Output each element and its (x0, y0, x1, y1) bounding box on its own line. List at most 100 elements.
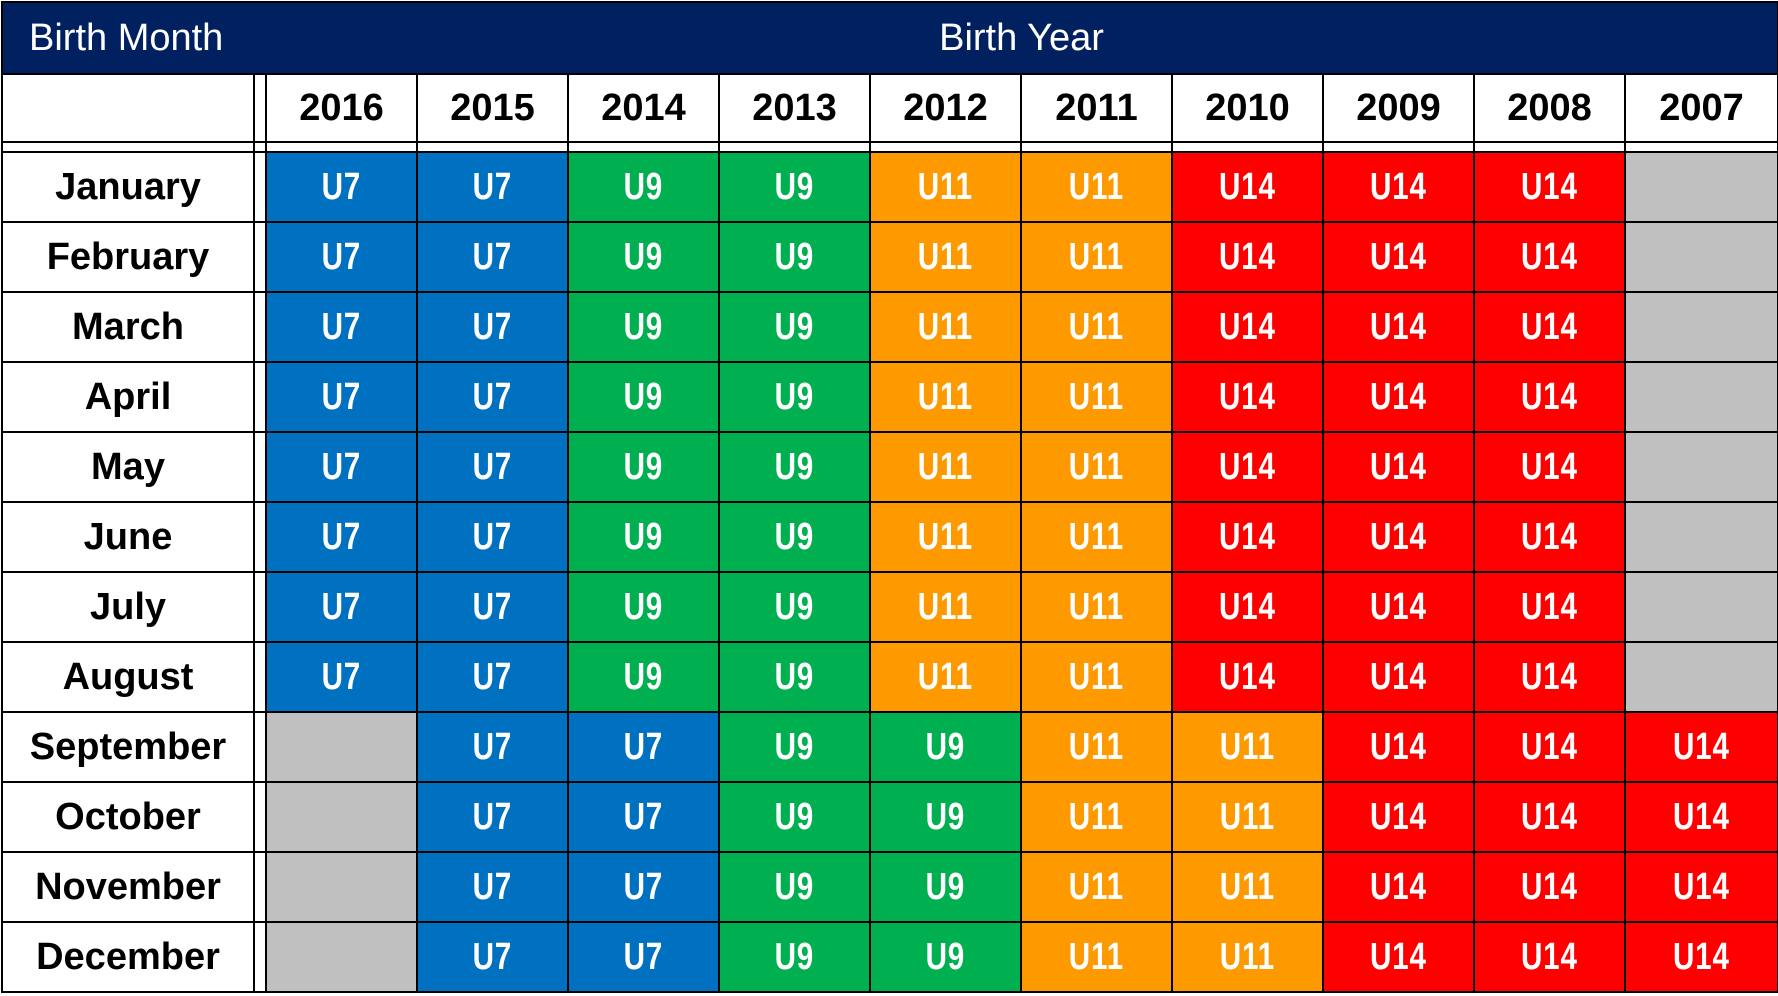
age-group-label: U14 (1673, 795, 1730, 838)
separator-cell (416, 141, 569, 153)
age-group-cell: U7 (265, 501, 418, 573)
age-group-cell: U9 (869, 711, 1022, 783)
age-group-cell: U7 (416, 571, 569, 643)
separator-cell (869, 141, 1022, 153)
month-row-april: April U7 U7 U9 U9 U11 U11 U14 U14 U14 (1, 361, 1778, 433)
month-label: April (1, 361, 255, 433)
year-header-2007: 2007 (1623, 73, 1778, 143)
year-header-row: 2016 2015 2014 2013 2012 2011 2010 2009 2008 2007 (1, 73, 1778, 143)
separator-cell (1, 141, 255, 153)
age-group-label: U7 (472, 235, 513, 278)
age-group-cell: U11 (1020, 921, 1173, 993)
year-header-2010: 2010 (1171, 73, 1324, 143)
ineligible-cell (1623, 571, 1778, 643)
column-gap (253, 501, 267, 573)
month-row-january: January U7 U7 U9 U9 U11 U11 U14 U14 U14 (1, 151, 1778, 223)
separator-cell (1322, 141, 1475, 153)
age-group-label: U14 (1521, 795, 1578, 838)
birth-month-title: Birth Month (1, 1, 266, 75)
age-group-label: U7 (623, 935, 664, 978)
age-group-cell: U14 (1322, 501, 1475, 573)
age-group-label: U11 (917, 655, 974, 698)
age-group-label: U14 (1673, 865, 1730, 908)
age-group-cell: U14 (1473, 501, 1626, 573)
age-group-label: U14 (1219, 165, 1276, 208)
age-group-label: U7 (472, 725, 513, 768)
age-group-label: U7 (472, 165, 513, 208)
age-group-label: U11 (917, 165, 974, 208)
age-group-cell: U9 (718, 571, 871, 643)
age-group-cell: U9 (567, 151, 720, 223)
age-group-label: U7 (472, 795, 513, 838)
age-group-label: U14 (1521, 655, 1578, 698)
age-group-cell: U7 (265, 151, 418, 223)
age-group-cell: U14 (1322, 711, 1475, 783)
year-header-2012: 2012 (869, 73, 1022, 143)
age-group-label: U14 (1370, 655, 1427, 698)
age-group-cell: U14 (1171, 221, 1324, 293)
age-group-label: U14 (1521, 865, 1578, 908)
ineligible-cell (1623, 361, 1778, 433)
ineligible-cell (1623, 501, 1778, 573)
age-group-label: U9 (774, 655, 815, 698)
column-gap (253, 851, 267, 923)
age-group-cell: U7 (265, 221, 418, 293)
age-group-label: U14 (1370, 165, 1427, 208)
age-group-cell: U7 (567, 921, 720, 993)
age-group-cell: U11 (1171, 921, 1324, 993)
year-header-2009: 2009 (1322, 73, 1475, 143)
age-group-label: U7 (321, 235, 362, 278)
age-group-label: U9 (774, 585, 815, 628)
age-group-cell: U14 (1623, 781, 1778, 853)
age-group-label: U9 (925, 795, 966, 838)
age-group-cell: U7 (416, 291, 569, 363)
month-row-december: December U7 U7 U9 U9 U11 U11 U14 U14 U14 (1, 921, 1778, 993)
age-group-label: U7 (472, 585, 513, 628)
age-group-cell: U14 (1473, 641, 1626, 713)
age-group-cell: U7 (265, 291, 418, 363)
month-label: July (1, 571, 255, 643)
age-group-label: U14 (1219, 655, 1276, 698)
age-group-cell: U14 (1473, 571, 1626, 643)
ineligible-cell (265, 781, 418, 853)
age-group-cell: U11 (1171, 851, 1324, 923)
age-group-label: U9 (623, 375, 664, 418)
age-group-label: U11 (1068, 655, 1125, 698)
separator-cell (1171, 141, 1324, 153)
age-group-label: U7 (321, 165, 362, 208)
age-group-cell: U9 (869, 851, 1022, 923)
age-group-label: U11 (1219, 935, 1276, 978)
age-group-label: U9 (774, 375, 815, 418)
column-gap (253, 711, 267, 783)
age-group-label: U7 (623, 865, 664, 908)
ineligible-cell (265, 921, 418, 993)
age-group-label: U9 (774, 725, 815, 768)
separator-cell (265, 141, 418, 153)
age-group-label: U9 (925, 725, 966, 768)
age-group-label: U14 (1521, 165, 1578, 208)
month-row-february: February U7 U7 U9 U9 U11 U11 U14 U14 U14 (1, 221, 1778, 293)
separator-cell (718, 141, 871, 153)
age-group-label: U11 (1068, 935, 1125, 978)
age-group-label: U7 (321, 445, 362, 488)
column-gap (253, 291, 267, 363)
age-group-label: U14 (1219, 515, 1276, 558)
age-group-label: U14 (1370, 375, 1427, 418)
age-group-cell: U9 (567, 431, 720, 503)
age-group-cell: U11 (1020, 291, 1173, 363)
age-group-cell: U9 (567, 221, 720, 293)
column-gap (253, 151, 267, 223)
age-group-cell: U11 (1020, 781, 1173, 853)
age-group-label: U9 (774, 445, 815, 488)
age-group-label: U11 (1068, 445, 1125, 488)
age-group-cell: U14 (1473, 851, 1626, 923)
age-group-cell: U14 (1473, 781, 1626, 853)
age-group-label: U7 (623, 725, 664, 768)
age-group-label: U14 (1521, 375, 1578, 418)
year-header-blank (1, 73, 255, 143)
age-group-label: U14 (1370, 585, 1427, 628)
column-gap (253, 641, 267, 713)
age-group-cell: U7 (265, 641, 418, 713)
age-group-cell: U14 (1171, 151, 1324, 223)
